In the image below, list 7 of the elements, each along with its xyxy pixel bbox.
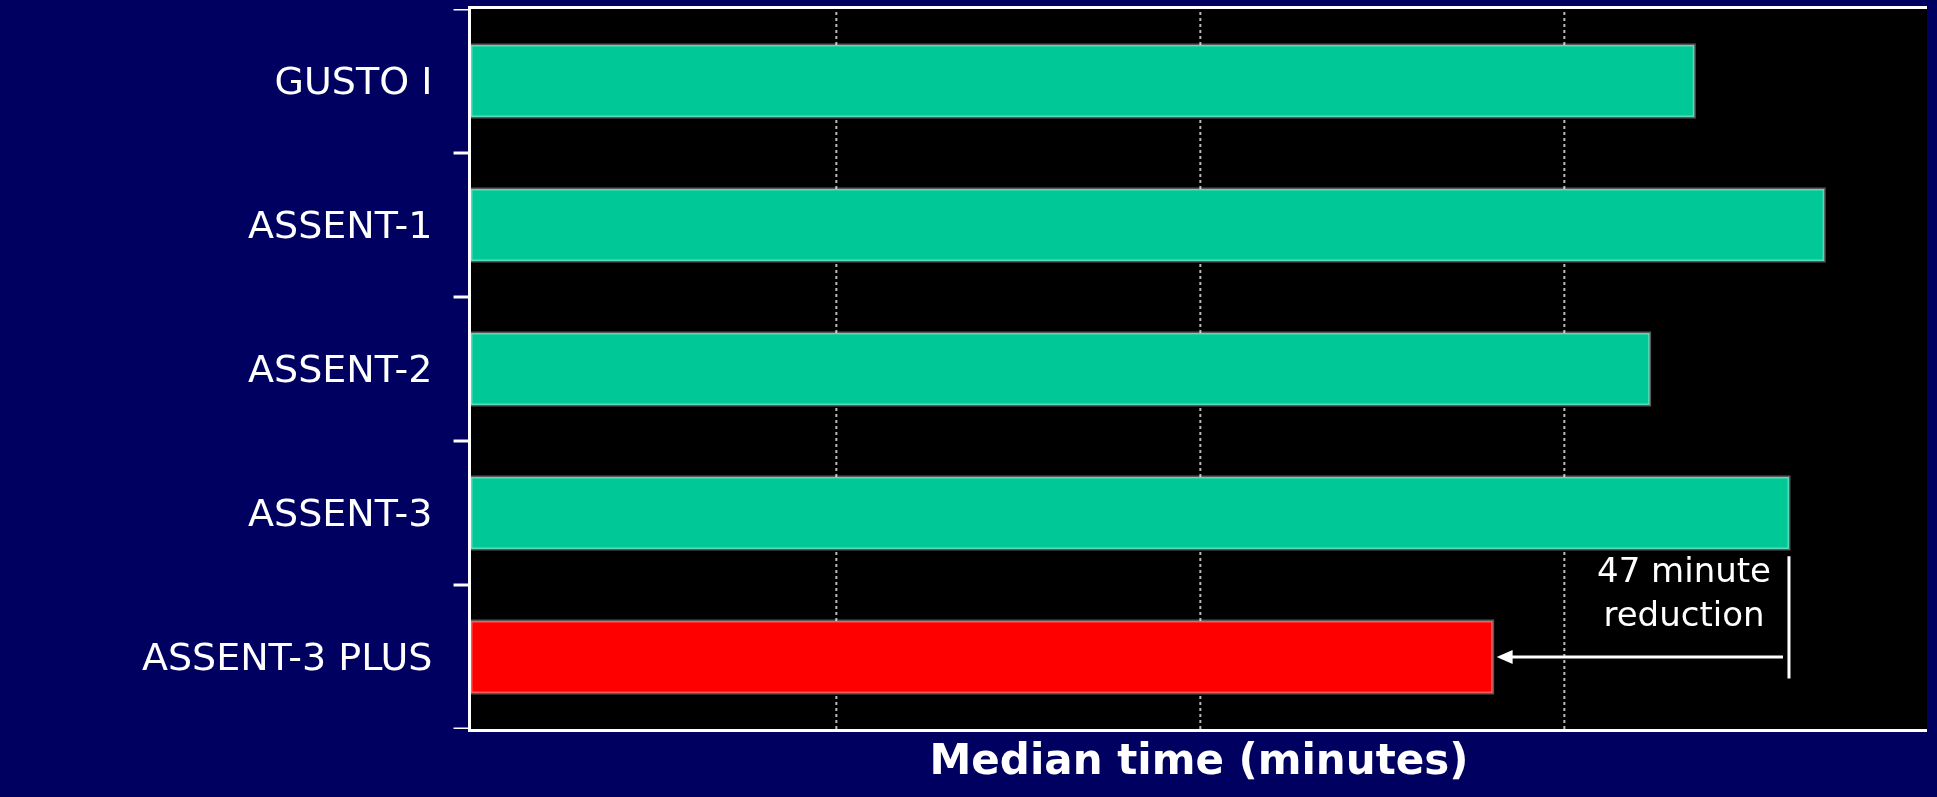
y-tick-label: ASSENT-3 PLUS	[141, 635, 433, 680]
y-tick-label: ASSENT-2	[248, 347, 433, 392]
annotation: 47 minute reduction	[1597, 550, 1771, 635]
y-tick-label: ASSENT-3	[248, 491, 433, 536]
y-tick-label: GUSTO I	[274, 59, 433, 104]
y-tick-label: ASSENT-1	[248, 203, 433, 248]
x-axis-title: Median time (minutes)	[929, 734, 1469, 784]
